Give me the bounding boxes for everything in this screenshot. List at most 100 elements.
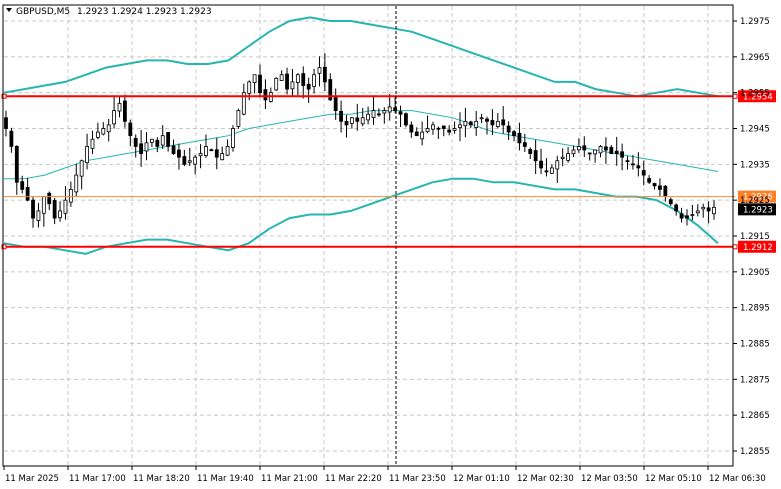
level-price-badge (738, 240, 776, 253)
candle-bear (658, 185, 662, 190)
grid (4, 6, 732, 465)
candle-bear (182, 156, 187, 165)
candle-bear (468, 121, 473, 126)
level-anchor-left[interactable] (1, 244, 7, 250)
candle-bear (490, 120, 495, 126)
candle-bear (652, 183, 657, 187)
candle-bull (360, 117, 365, 125)
candle-bull (382, 110, 387, 114)
candle-bull (571, 149, 576, 155)
candle-bull (387, 106, 392, 113)
candle-bull (36, 210, 41, 221)
candle-bear (25, 187, 30, 201)
candle-bull (144, 142, 149, 152)
level-price-badge (738, 90, 776, 103)
x-tick-label: 11 Mar 18:20 (133, 474, 190, 484)
candle-bear (377, 113, 381, 116)
candle-bear (506, 125, 511, 133)
candle-bear (522, 142, 527, 147)
candle-bull (479, 117, 484, 120)
y-tick-label: 1.2915 (740, 232, 770, 242)
candle-bull (150, 138, 154, 143)
candle-bull (101, 128, 106, 135)
candle-bear (441, 125, 446, 129)
candle-bear (604, 146, 608, 151)
level-anchor-right[interactable] (732, 93, 738, 99)
candle-bear (398, 111, 403, 115)
candle-bear (620, 151, 625, 158)
candle-bull (452, 128, 457, 131)
x-tick-label: 11 Mar 22:20 (325, 474, 382, 484)
candle-bear (258, 74, 262, 94)
dropdown-triangle-icon[interactable] (6, 8, 12, 12)
candle-bull (241, 92, 246, 115)
bollinger-upper-band (3, 16, 719, 98)
y-tick-label: 1.2945 (740, 125, 770, 135)
candle-bear (263, 89, 268, 101)
y-tick-label: 1.2935 (740, 160, 770, 170)
candle-bull (90, 138, 95, 149)
x-tick-label: 12 Mar 06:30 (709, 474, 766, 484)
candle-bear (706, 207, 711, 212)
candle-bull (79, 160, 84, 177)
candle-bull (290, 81, 295, 90)
candle-bear (641, 170, 646, 176)
level-anchor-left[interactable] (1, 93, 7, 99)
candle-bear (306, 83, 311, 90)
y-tick-label: 1.2875 (740, 375, 770, 385)
y-tick-label: 1.2975 (740, 17, 770, 27)
price-levels[interactable]: 1.2954 1.2926 1.2912 1.2923 (1, 90, 776, 253)
current-price-badge (738, 203, 776, 216)
candle-bear (166, 131, 171, 147)
candle-bull (712, 206, 716, 215)
x-tick-label: 12 Mar 03:50 (581, 474, 638, 484)
candle-bear (404, 113, 408, 126)
candle-bear (485, 118, 489, 122)
candle-bull (560, 156, 565, 159)
chart-header: GBPUSD,M5 1.2923 1.2924 1.2923 1.2923 (6, 7, 212, 17)
candle-bull (225, 146, 230, 156)
y-tick-label: 1.2885 (740, 340, 770, 350)
candle-bear (614, 150, 619, 154)
candle-bear (171, 145, 176, 154)
candle-bear (668, 199, 673, 205)
candle-bull (593, 149, 597, 155)
candle-bear (133, 137, 138, 147)
candle-bear (339, 110, 343, 122)
candle-bear (528, 148, 533, 154)
level-anchor-right[interactable] (732, 244, 738, 250)
candle-bull (463, 120, 468, 127)
candle-bull (317, 67, 322, 74)
candle-bull (193, 156, 198, 165)
candle-bear (301, 73, 306, 86)
candle-bear (582, 145, 587, 151)
x-tick-label: 11 Mar 21:00 (261, 474, 318, 484)
x-tick-label: 12 Mar 01:10 (453, 474, 510, 484)
candle-bull (85, 146, 89, 164)
candle-bull (555, 160, 560, 170)
candle-bull (549, 167, 554, 174)
candle-bull (695, 210, 700, 214)
candle-bull (68, 189, 73, 203)
candle-bull (187, 160, 192, 163)
time-axis[interactable]: 11 Mar 2025 11 Mar 17:00 11 Mar 18:20 11 Ma… (3, 466, 766, 484)
candle-bear (123, 100, 127, 122)
y-tick-label: 1.2895 (740, 304, 770, 314)
price-axis[interactable]: 1.29751.29651.29551.29451.29351.29251.29… (733, 17, 770, 457)
candle-bear (679, 213, 684, 219)
bollinger-lower-band (3, 177, 719, 255)
x-tick-label: 11 Mar 17:00 (69, 474, 126, 484)
y-tick-label: 1.2925 (740, 196, 770, 206)
candle-bull (220, 153, 225, 161)
candle-bull (566, 153, 570, 161)
candle-bear (517, 132, 522, 144)
candle-bear (539, 160, 543, 169)
level-price-label: 1.2954 (743, 92, 773, 102)
y-tick-label: 1.2965 (740, 53, 770, 63)
candle-bull (576, 146, 581, 151)
candle-bear (501, 119, 506, 126)
candle-bull (425, 128, 430, 133)
